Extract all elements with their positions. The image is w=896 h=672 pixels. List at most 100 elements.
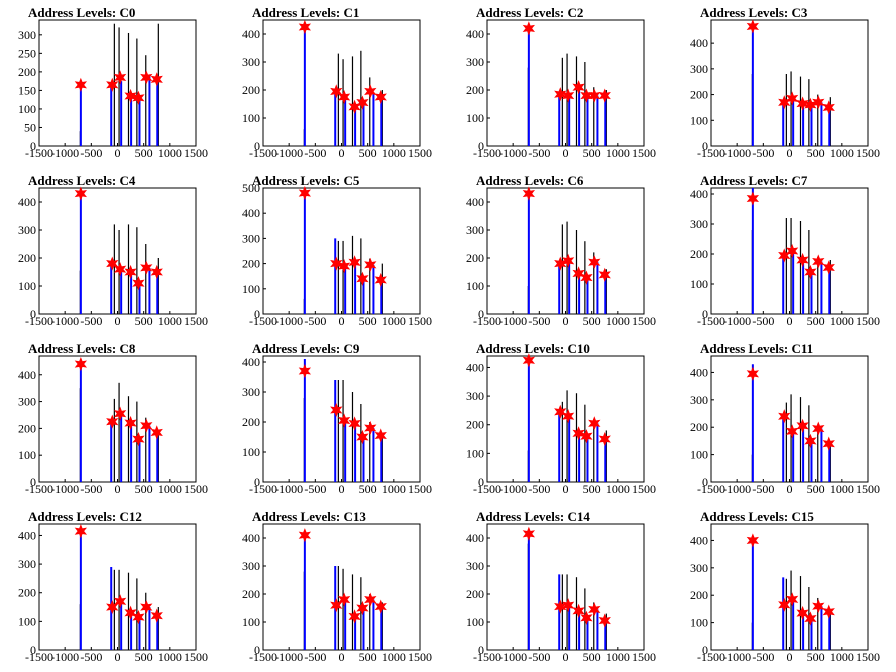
chart-svg: Address Levels: C14 0 100 200 300 400 -1500-10… [466, 509, 656, 664]
y-tick-label: 0 [30, 643, 36, 657]
peak-star-marker [598, 267, 611, 282]
x-tick-label: -500 [752, 314, 774, 328]
x-tick-label: -1000 [723, 314, 751, 328]
x-tick-label: -1000 [51, 482, 79, 496]
x-tick-label: 1500 [408, 482, 432, 496]
x-tick-label: -500 [752, 650, 774, 664]
plot-frame [262, 523, 421, 651]
chart-svg: Address Levels: C12 0 100 200 300 400 -1500-10… [18, 509, 208, 664]
chart-title: Address Levels: C11 [700, 341, 813, 356]
peak-star-marker [330, 84, 343, 99]
y-tick-label: 300 [690, 561, 708, 575]
peak-star-marker [572, 426, 585, 441]
peak-star-marker [561, 253, 575, 268]
y-tick-label: 300 [242, 559, 260, 573]
chart-svg: Address Levels: C3 0 100 200 300 400 -1500-100… [690, 5, 880, 160]
peak-star-marker [374, 272, 387, 288]
y-tick-label: 100 [690, 113, 708, 127]
chart-title: Address Levels: C9 [252, 341, 360, 356]
y-tick-label: 0 [254, 139, 260, 153]
y-tick-label: 100 [242, 111, 260, 125]
x-tick-label: 1500 [856, 314, 880, 328]
chart-panel-3: Address Levels: C3 0 100 200 300 400 -1500 -100… [672, 0, 896, 168]
peak-star-marker [778, 248, 791, 263]
peak-star-marker [804, 611, 817, 626]
chart-svg: Address Levels: C10 0 100 200 300 400 -1500-10… [466, 341, 656, 496]
x-tick-label: 500 [807, 314, 825, 328]
x-tick-label: 500 [583, 146, 601, 160]
x-tick-label: -500 [528, 482, 550, 496]
plot-frame [262, 19, 421, 147]
peak-star-marker [746, 19, 760, 34]
peak-star-marker [785, 424, 799, 439]
chart-panel-5: Address Levels: C5 0 100 200 300 400 500 -1500-… [224, 168, 448, 336]
x-tick-label: -1500 [249, 650, 277, 664]
x-tick-label: -1000 [275, 482, 303, 496]
peak-star-marker [812, 95, 825, 110]
y-tick-label: 100 [466, 111, 484, 125]
y-tick-label: 200 [466, 251, 484, 265]
peak-star-marker [374, 89, 387, 105]
peak-star-marker [113, 262, 127, 277]
x-tick-label: -1000 [723, 482, 751, 496]
x-tick-label: 1000 [382, 650, 406, 664]
peak-star-marker [298, 185, 312, 201]
chart-title: Address Levels: C10 [476, 341, 590, 356]
x-tick-label: -1000 [275, 146, 303, 160]
x-tick-label: -1500 [697, 146, 725, 160]
chart-title: Address Levels: C13 [252, 509, 366, 524]
plot-frame [262, 187, 421, 315]
peak-star-marker [374, 599, 387, 614]
chart-title: Address Levels: C14 [476, 509, 590, 524]
peak-star-marker [598, 431, 611, 447]
x-tick-label: 500 [807, 482, 825, 496]
x-tick-label: 500 [807, 650, 825, 664]
chart-panel-2: Address Levels: C2 0 100 200 300 400 -1500 -100… [448, 0, 672, 168]
chart-panel-13: Address Levels: C13 0 100 200 300 400 -1500 -10… [224, 504, 448, 672]
x-tick-label: 0 [339, 482, 345, 496]
peak-star-marker [796, 252, 809, 268]
chart-svg: Address Levels: C1 0 100 200 300 400 -1500-100… [242, 5, 432, 160]
x-tick-label: 0 [339, 146, 345, 160]
peak-star-marker [522, 526, 536, 541]
y-tick-label: 200 [466, 587, 484, 601]
y-tick-label: 150 [18, 83, 36, 97]
x-tick-label: 1000 [830, 314, 854, 328]
x-tick-label: -1500 [25, 314, 53, 328]
x-tick-label: 1500 [856, 482, 880, 496]
chart-svg: Address Levels: C50100200300400500-1500-… [242, 173, 432, 328]
peak-star-marker [348, 99, 361, 114]
x-tick-label: 1500 [184, 146, 208, 160]
x-tick-label: -500 [752, 482, 774, 496]
peak-star-marker [140, 599, 153, 615]
chart-svg: Address Levels: C2 0 100 200 300 400 -1500-100… [466, 5, 656, 160]
chart-title: Address Levels: C15 [700, 509, 814, 524]
y-tick-label: 200 [242, 257, 260, 271]
plot-frame [486, 187, 645, 315]
chart-svg: Address Levels: C6 0 100 200 300 400 -1500-100… [466, 173, 656, 328]
y-tick-label: 0 [30, 139, 36, 153]
plot-frame [38, 19, 197, 147]
y-tick-label: 300 [466, 389, 484, 403]
chart-title: Address Levels: C6 [476, 173, 584, 188]
peak-star-marker [124, 415, 137, 431]
peak-star-marker [822, 604, 835, 619]
x-tick-label: 1500 [184, 314, 208, 328]
peak-star-marker [132, 90, 145, 105]
x-tick-label: 0 [787, 650, 793, 664]
chart-svg: Address Levels: C15 0 100 200 300 400 -1500-10… [690, 509, 880, 664]
chart-svg: Address Levels: C9 0 100 200 300 400 -1500-100… [242, 341, 432, 496]
y-tick-label: 300 [690, 393, 708, 407]
chart-panel-12: Address Levels: C12 0 100 200 300 400 -1500 -10… [0, 504, 224, 672]
y-tick-label: 0 [702, 643, 708, 657]
peak-star-marker [298, 19, 312, 35]
peak-star-marker [554, 87, 567, 102]
x-tick-label: 1000 [158, 650, 182, 664]
y-tick-label: 300 [242, 231, 260, 245]
x-tick-label: 500 [583, 650, 601, 664]
x-tick-label: -1500 [473, 314, 501, 328]
x-tick-label: 1000 [158, 146, 182, 160]
chart-panel-8: Address Levels: C8 0 100 200 300 400 -1500 -100… [0, 336, 224, 504]
chart-svg: Address Levels: C0 0 50 100 150 200 250 300 -150… [18, 5, 208, 160]
x-tick-label: 500 [359, 482, 377, 496]
